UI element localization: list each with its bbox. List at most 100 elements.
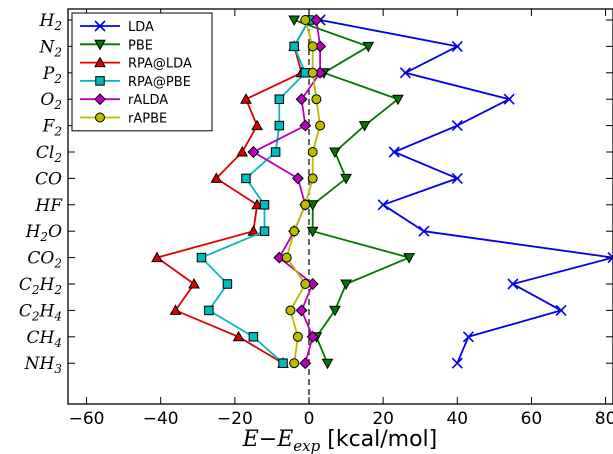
data-point-rapbe-p2: [307, 67, 318, 78]
legend-entry-pbe: PBE: [80, 38, 153, 53]
series-rpa-pbe: [196, 15, 314, 368]
data-point-lda-ch4: [462, 331, 474, 343]
data-point-rpa-pbe-cl2: [270, 147, 281, 157]
legend: LDA PBE RPA@LDA RPA@PBE rALDA rAPBE: [71, 12, 213, 132]
series-layer: [151, 13, 613, 370]
data-point-ralda-ch4: [306, 330, 319, 343]
data-point-rpa-pbe-h2o: [259, 226, 270, 236]
data-point-rpa-pbe-co: [241, 173, 251, 184]
x-axis-label: E−Eexp [kcal/mol]: [242, 427, 438, 454]
data-point-pbe-n2: [362, 41, 375, 53]
data-point-pbe-h2: [288, 15, 301, 27]
data-point-lda-h2o: [418, 225, 430, 237]
data-point-rpa-pbe-nh3: [278, 358, 288, 368]
legend-marker-rpa-lda: [94, 56, 106, 68]
legend-marker-ralda: [94, 93, 106, 106]
legend-entry-rpa-pbe: RPA@PBE: [80, 75, 191, 90]
data-point-lda-hf: [377, 199, 389, 211]
legend-marker-lda: [94, 20, 106, 32]
x-tick-label: −60: [69, 409, 105, 429]
data-point-rapbe-c2h4: [285, 305, 296, 316]
plot-frame: [67, 8, 613, 405]
data-point-pbe-o2: [392, 94, 404, 106]
data-point-rpa-lda-co2: [151, 251, 163, 263]
category-label-o2: O2: [40, 90, 62, 112]
data-point-rapbe-co: [307, 173, 318, 184]
axes-layer: −60 −40 −20 0 20 40 60 80 H2 N2 P2 O2 F2 Cl2 CO HF H2O CO…: [19, 8, 613, 429]
series-line-lda: [319, 19, 613, 364]
data-point-rapbe-co2: [281, 252, 292, 263]
x-tick-label: 20: [372, 409, 394, 429]
legend-label-lda: LDA: [128, 20, 154, 35]
legend-label-pbe: PBE: [128, 38, 153, 53]
data-point-rpa-lda-c2h4: [169, 304, 182, 315]
legend-box: [71, 12, 213, 132]
data-point-rapbe-o2: [311, 94, 322, 105]
x-tick-label: −40: [143, 409, 179, 429]
x-tick-label: 60: [521, 409, 543, 429]
data-point-pbe-cl2: [329, 147, 341, 159]
series-ralda: [247, 14, 327, 370]
legend-marker-rapbe: [95, 112, 105, 123]
category-label-c2h4: C2H4: [19, 301, 62, 323]
data-point-rapbe-ch4: [292, 331, 303, 342]
category-label-n2: N2: [38, 37, 62, 59]
data-point-rpa-pbe-co2: [196, 252, 207, 263]
data-point-rapbe-h2: [300, 15, 311, 25]
data-point-rpa-pbe-ch4: [248, 332, 259, 342]
data-point-pbe-nh3: [321, 358, 334, 370]
category-label-ch4: CH4: [27, 328, 62, 350]
data-point-rpa-lda-hf: [251, 198, 263, 210]
category-label-co2: CO2: [27, 249, 62, 271]
data-point-pbe-co: [340, 173, 352, 185]
data-point-lda-o2: [503, 93, 515, 105]
data-point-rpa-lda-f2: [251, 119, 263, 131]
data-point-rpa-pbe-n2: [289, 41, 299, 52]
data-point-pbe-c2h4: [329, 305, 341, 317]
data-point-ralda-nh3: [299, 357, 312, 370]
legend-label-rapbe: rAPBE: [128, 112, 167, 127]
data-point-pbe-f2: [358, 121, 371, 132]
data-point-pbe-c2h2: [340, 279, 352, 291]
data-point-lda-p2: [399, 67, 411, 79]
data-point-ralda-h2: [310, 14, 323, 26]
data-point-pbe-co2: [403, 253, 415, 264]
data-point-rpa-pbe-c2h4: [204, 305, 214, 316]
series-lda: [314, 14, 613, 369]
x-tick-label: −20: [217, 409, 253, 429]
category-label-cl2: Cl2: [36, 143, 62, 165]
data-point-rpa-lda-ch4: [232, 330, 245, 342]
data-point-lda-co2: [607, 252, 613, 264]
data-point-lda-nh3: [451, 357, 463, 369]
legend-label-ralda: rALDA: [128, 93, 168, 108]
data-point-rpa-pbe-f2: [274, 120, 285, 131]
data-point-rpa-pbe-c2h2: [222, 279, 233, 289]
category-label-co: CO: [35, 169, 62, 189]
data-point-rapbe-hf: [300, 199, 311, 210]
data-point-pbe-h2o: [306, 226, 319, 238]
legend-entry-lda: LDA: [80, 20, 154, 35]
data-point-rapbe-c2h2: [300, 279, 311, 289]
data-point-rapbe-cl2: [307, 147, 318, 157]
category-label-c2h2: C2H2: [19, 275, 62, 297]
category-label-h2: H2: [39, 11, 62, 33]
data-point-rpa-lda-o2: [240, 93, 252, 104]
legend-entry-rpa-lda: RPA@LDA: [80, 56, 192, 72]
data-point-ralda-cl2: [247, 146, 260, 158]
x-tick-label: 80: [595, 409, 613, 429]
data-point-rapbe-nh3: [289, 358, 300, 369]
category-label-nh3: NH3: [24, 354, 63, 376]
data-point-rpa-pbe-hf: [259, 200, 270, 210]
data-point-rapbe-f2: [315, 120, 326, 131]
data-point-rpa-lda-cl2: [236, 145, 249, 157]
series-line-ralda: [251, 19, 322, 364]
data-point-ralda-c2h4: [295, 304, 308, 317]
x-tick-label: 40: [446, 409, 468, 429]
legend-marker-pbe: [94, 39, 106, 51]
data-point-lda-n2: [451, 40, 463, 52]
data-point-rapbe-n2: [307, 41, 318, 52]
series-rapbe: [281, 15, 326, 369]
data-point-lda-cl2: [388, 146, 400, 158]
x-tick-label: 0: [304, 409, 315, 429]
